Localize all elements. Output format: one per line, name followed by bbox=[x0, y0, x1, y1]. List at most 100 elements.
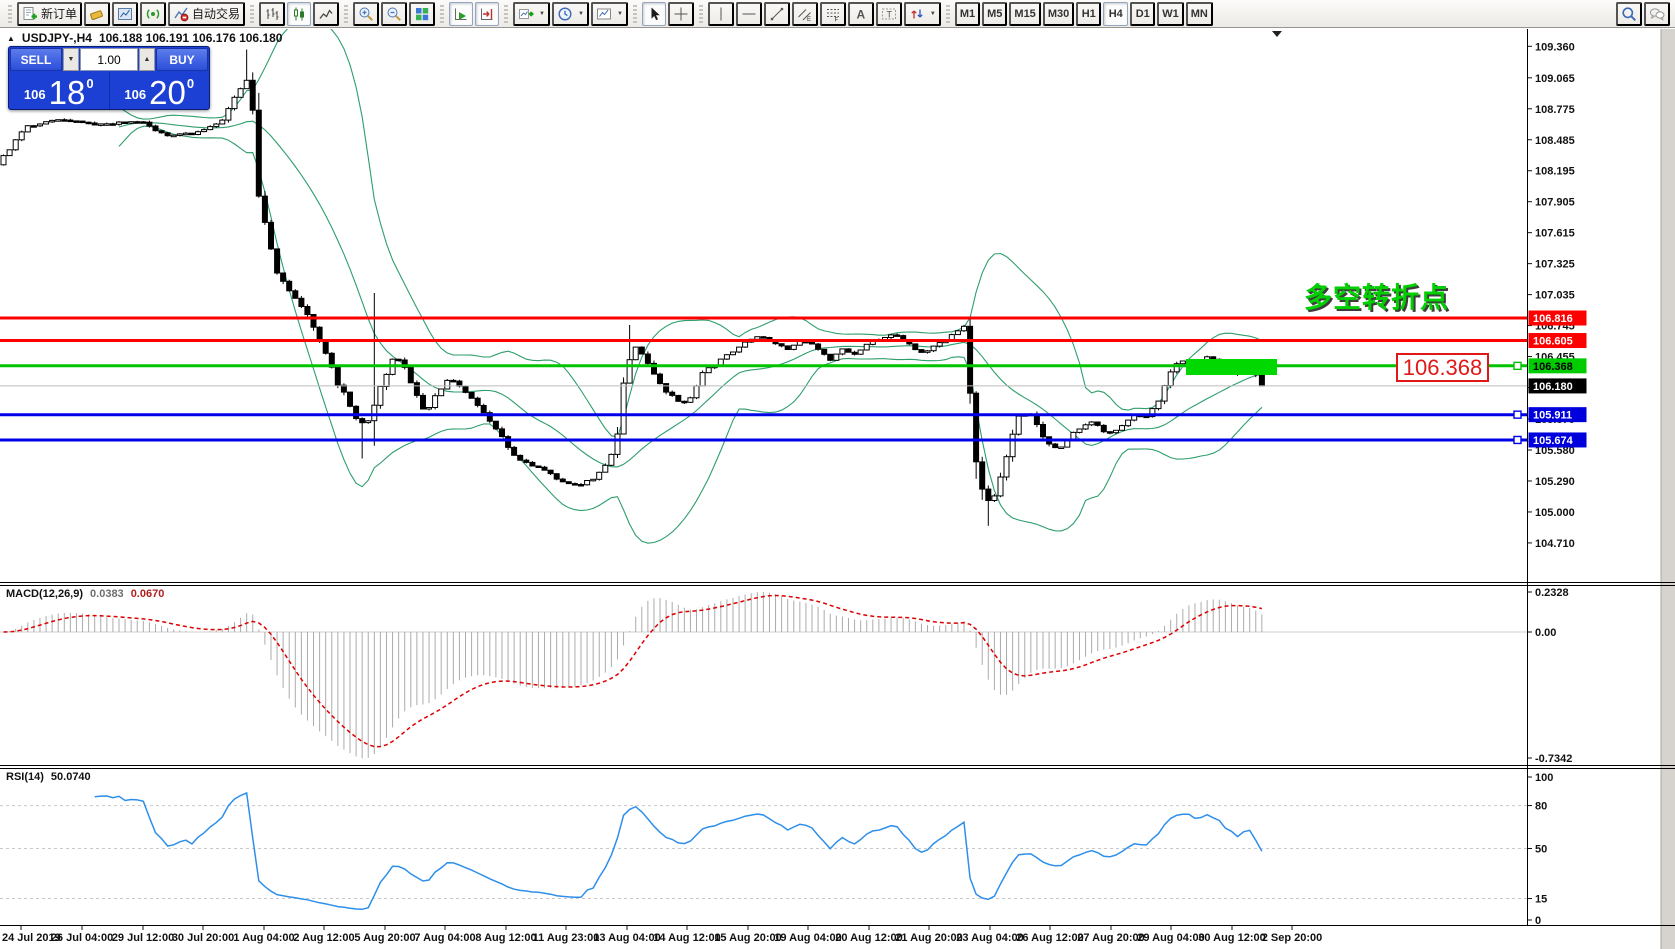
turning-point-annotation[interactable]: 多空转折点 bbox=[1304, 282, 1450, 313]
time-tick-label: 27 Aug 20:00 bbox=[1077, 932, 1144, 944]
candle-body bbox=[967, 325, 974, 394]
templates-icon bbox=[596, 6, 612, 22]
svg-text:E: E bbox=[807, 17, 811, 22]
bollinger-bands bbox=[118, 29, 1263, 544]
candle-body bbox=[243, 79, 250, 90]
timeframe-h1[interactable]: H1 bbox=[1076, 1, 1102, 26]
channel-icon: E bbox=[797, 6, 813, 22]
chart-shift-button[interactable] bbox=[475, 1, 500, 26]
buy-price[interactable]: 106 20 0 bbox=[108, 72, 210, 109]
candle-body bbox=[158, 130, 165, 134]
cursor-button[interactable] bbox=[641, 1, 666, 26]
candle-body bbox=[1155, 400, 1162, 410]
sell-button[interactable]: SELL bbox=[10, 48, 62, 71]
timeframe-mn[interactable]: MN bbox=[1185, 1, 1213, 26]
eraser-button[interactable] bbox=[84, 1, 111, 26]
zoom-out-button[interactable] bbox=[381, 1, 408, 26]
timeframe-w1[interactable]: W1 bbox=[1157, 1, 1184, 26]
timeframe-m30[interactable]: M30 bbox=[1042, 1, 1075, 26]
rsi-name: RSI(14) bbox=[6, 771, 44, 783]
search-icon bbox=[1621, 6, 1637, 22]
timeframe-m5[interactable]: M5 bbox=[982, 1, 1008, 26]
price-tick-label: 105.870 bbox=[1535, 414, 1575, 426]
candle-body bbox=[863, 343, 870, 351]
chat-button[interactable] bbox=[1644, 1, 1670, 26]
line-handle[interactable] bbox=[1513, 435, 1522, 445]
fibonacci-button[interactable]: F bbox=[819, 1, 846, 26]
candle-body bbox=[1009, 433, 1016, 458]
candle-body bbox=[711, 364, 718, 369]
candle-body bbox=[122, 121, 129, 124]
time-tick-label: 26 Jul 04:00 bbox=[51, 932, 113, 944]
volume-increase-button[interactable]: ▲ bbox=[139, 48, 155, 71]
candle-body bbox=[1070, 431, 1077, 441]
candle-body bbox=[1258, 374, 1265, 387]
price-label-box bbox=[1528, 333, 1587, 349]
text-icon: A bbox=[853, 6, 869, 22]
signals-button[interactable] bbox=[140, 1, 167, 26]
timeframe-m1[interactable]: M1 bbox=[954, 1, 981, 26]
horizontal-line-button[interactable] bbox=[735, 1, 762, 26]
candle-body bbox=[207, 126, 214, 131]
time-tick-label: 26 Aug 12:00 bbox=[1016, 932, 1083, 944]
volume-decrease-button[interactable]: ▼ bbox=[63, 48, 79, 71]
tile-windows-button[interactable] bbox=[409, 1, 436, 26]
arrows-button[interactable]: ▼ bbox=[903, 1, 941, 26]
price-tick-label: 107.325 bbox=[1535, 259, 1575, 271]
collapse-arrow-icon[interactable]: ▲ bbox=[7, 33, 15, 43]
vertical-line-button[interactable] bbox=[707, 1, 734, 26]
crosshair-button[interactable] bbox=[667, 1, 694, 26]
line-handle[interactable] bbox=[1513, 410, 1522, 419]
candle-body bbox=[334, 366, 341, 386]
timeframe-h4[interactable]: H4 bbox=[1103, 1, 1129, 26]
macd-histogram bbox=[9, 592, 1263, 759]
candle-body bbox=[924, 350, 931, 353]
label-button[interactable]: T bbox=[875, 1, 902, 26]
candle-body bbox=[450, 379, 457, 383]
candle-body bbox=[559, 478, 566, 483]
candle-body bbox=[523, 459, 530, 463]
market-window-button[interactable] bbox=[112, 1, 139, 26]
volume-input[interactable] bbox=[81, 49, 137, 70]
candle-body bbox=[1106, 431, 1113, 434]
trendline-button[interactable] bbox=[763, 1, 790, 26]
price-label-text: 106.816 bbox=[1533, 313, 1573, 325]
channel-button[interactable]: E bbox=[791, 1, 818, 26]
price-callout-annotation[interactable]: 106.368 bbox=[1396, 353, 1489, 382]
candle-body bbox=[255, 109, 262, 197]
candlestick-button[interactable] bbox=[287, 1, 312, 26]
timeframe-m15[interactable]: M15 bbox=[1009, 1, 1041, 26]
templates-button[interactable]: ▼ bbox=[590, 1, 628, 26]
indicators-button[interactable]: ▼ bbox=[513, 1, 550, 26]
macd-axis-label: 0.00 bbox=[1535, 627, 1556, 639]
line-chart-button[interactable] bbox=[313, 1, 340, 26]
candles bbox=[0, 49, 1265, 526]
new-order-label: 新订单 bbox=[41, 7, 78, 21]
buy-button[interactable]: BUY bbox=[156, 48, 208, 71]
text-button[interactable]: A bbox=[847, 1, 874, 26]
candle-body bbox=[857, 349, 864, 355]
sell-price[interactable]: 106 18 0 bbox=[9, 72, 109, 109]
search-button[interactable] bbox=[1616, 1, 1642, 26]
price-tick-label: 105.580 bbox=[1535, 445, 1575, 457]
auto-trading-button[interactable]: 自动交易 bbox=[168, 1, 246, 26]
time-tick-label: 29 Jul 12:00 bbox=[112, 932, 174, 944]
new-order-button[interactable]: 新订单 bbox=[17, 1, 83, 26]
candle-body bbox=[821, 348, 828, 355]
bar-chart-button[interactable] bbox=[259, 1, 286, 26]
zoom-in-button[interactable] bbox=[353, 1, 380, 26]
line-handle[interactable] bbox=[1513, 361, 1522, 371]
candle-body bbox=[85, 121, 92, 125]
auto-scroll-button[interactable] bbox=[449, 1, 474, 26]
highlight-rectangle[interactable] bbox=[1186, 359, 1277, 375]
candle-body bbox=[1113, 429, 1119, 434]
bar-chart-icon bbox=[264, 6, 280, 22]
timeframe-d1[interactable]: D1 bbox=[1130, 1, 1156, 26]
candle-body bbox=[12, 139, 19, 151]
periods-button[interactable]: ▼ bbox=[551, 1, 589, 26]
candle-body bbox=[444, 379, 451, 390]
shift-marker-icon[interactable] bbox=[1272, 31, 1282, 37]
candle-body bbox=[1125, 419, 1132, 427]
price-label-text: 105.911 bbox=[1533, 410, 1572, 422]
candle-body bbox=[6, 149, 13, 157]
